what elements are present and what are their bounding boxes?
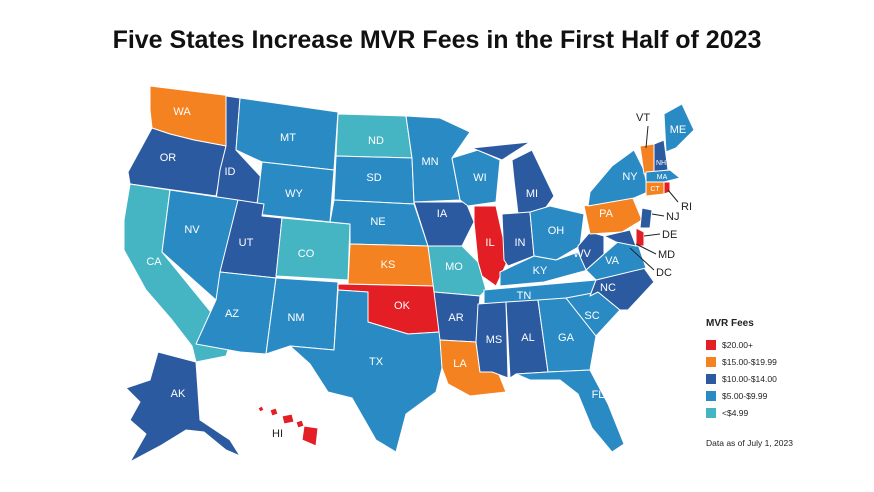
label-ks: KS xyxy=(381,259,396,271)
label-wy: WY xyxy=(285,188,303,200)
leader-nj xyxy=(651,213,665,217)
label-wi: WI xyxy=(473,172,486,184)
label-ne: NE xyxy=(370,216,385,228)
leader-ri xyxy=(667,189,679,203)
label-ma: MA xyxy=(657,174,668,181)
legend-item-under-5: <$4.99 xyxy=(706,406,777,420)
state-ia xyxy=(413,201,475,247)
label-ky: KY xyxy=(533,265,548,277)
state-fl xyxy=(515,369,625,453)
legend-swatch xyxy=(706,340,716,350)
legend-swatch xyxy=(706,408,716,418)
label-fl: FL xyxy=(592,389,605,401)
state-nj xyxy=(639,207,653,229)
legend: MVR Fees $20.00+ $15.00-$19.99 $10.00-$1… xyxy=(706,318,777,423)
state-ma xyxy=(645,169,681,183)
label-il: IL xyxy=(485,237,494,249)
state-de xyxy=(635,227,645,247)
label-va: VA xyxy=(605,255,620,267)
legend-label: $10.00-$14.00 xyxy=(722,374,777,384)
label-pa: PA xyxy=(599,208,614,220)
state-or xyxy=(127,127,227,197)
label-wv: WV xyxy=(573,248,591,260)
state-ga xyxy=(537,297,597,373)
label-ut: UT xyxy=(239,237,254,249)
leader-md xyxy=(635,243,657,255)
label-nc: NC xyxy=(600,282,616,294)
label-de: DE xyxy=(662,229,677,241)
label-ny: NY xyxy=(622,171,638,183)
label-md: MD xyxy=(658,249,675,261)
label-ct: CT xyxy=(650,186,660,193)
label-ok: OK xyxy=(394,300,411,312)
legend-title: MVR Fees xyxy=(706,318,754,329)
state-tx xyxy=(289,289,443,453)
state-ak xyxy=(125,351,241,463)
state-il xyxy=(473,205,509,287)
legend-item-10-14: $10.00-$14.00 xyxy=(706,372,777,386)
legend-label: <$4.99 xyxy=(722,408,749,418)
label-co: CO xyxy=(298,248,315,260)
label-in: IN xyxy=(515,237,526,249)
label-hi: HI xyxy=(272,428,283,440)
state-me xyxy=(663,103,695,153)
state-hi xyxy=(257,405,319,447)
label-ga: GA xyxy=(558,332,575,344)
label-ak: AK xyxy=(171,388,186,400)
label-ia: IA xyxy=(437,208,448,220)
label-az: AZ xyxy=(225,308,239,320)
label-me: ME xyxy=(670,124,687,136)
legend-item-15-19: $15.00-$19.99 xyxy=(706,355,777,369)
state-nc xyxy=(589,267,655,311)
label-sc: SC xyxy=(584,310,599,322)
state-in xyxy=(501,211,535,267)
label-id: ID xyxy=(225,166,236,178)
label-nm: NM xyxy=(287,312,304,324)
state-ny xyxy=(587,149,649,207)
label-dc: DC xyxy=(656,267,672,279)
data-date-note: Data as of July 1, 2023 xyxy=(706,438,793,448)
legend-swatch xyxy=(706,357,716,367)
legend-label: $15.00-$19.99 xyxy=(722,357,777,367)
label-wa: WA xyxy=(173,106,191,118)
label-nh: NH xyxy=(656,160,666,167)
leader-dc xyxy=(629,247,655,271)
label-ca: CA xyxy=(146,256,162,268)
legend-swatch xyxy=(706,391,716,401)
legend-swatch xyxy=(706,374,716,384)
label-nj: NJ xyxy=(666,211,679,223)
label-nv: NV xyxy=(184,224,200,236)
leader-de xyxy=(643,233,661,237)
label-mt: MT xyxy=(280,132,296,144)
label-mn: MN xyxy=(421,156,438,168)
legend-item-5-9: $5.00-$9.99 xyxy=(706,389,777,403)
label-or: OR xyxy=(160,152,177,164)
legend-item-20-plus: $20.00+ xyxy=(706,338,777,352)
label-ms: MS xyxy=(486,334,503,346)
label-tn: TN xyxy=(517,290,532,302)
label-al: AL xyxy=(521,332,534,344)
label-mi: MI xyxy=(526,188,538,200)
state-md xyxy=(603,229,637,247)
label-mo: MO xyxy=(445,261,463,273)
legend-label: $5.00-$9.99 xyxy=(722,391,768,401)
label-tx: TX xyxy=(369,356,384,368)
label-la: LA xyxy=(453,358,467,370)
label-ri: RI xyxy=(681,201,692,213)
legend-label: $20.00+ xyxy=(722,340,753,350)
map-title: Five States Increase MVR Fees in the Fir… xyxy=(112,26,762,54)
label-vt: VT xyxy=(636,112,650,124)
label-ar: AR xyxy=(448,312,463,324)
label-sd: SD xyxy=(366,172,381,184)
state-ri xyxy=(663,181,671,195)
label-nd: ND xyxy=(368,135,384,147)
leader-vt xyxy=(645,125,649,149)
label-oh: OH xyxy=(548,225,565,237)
